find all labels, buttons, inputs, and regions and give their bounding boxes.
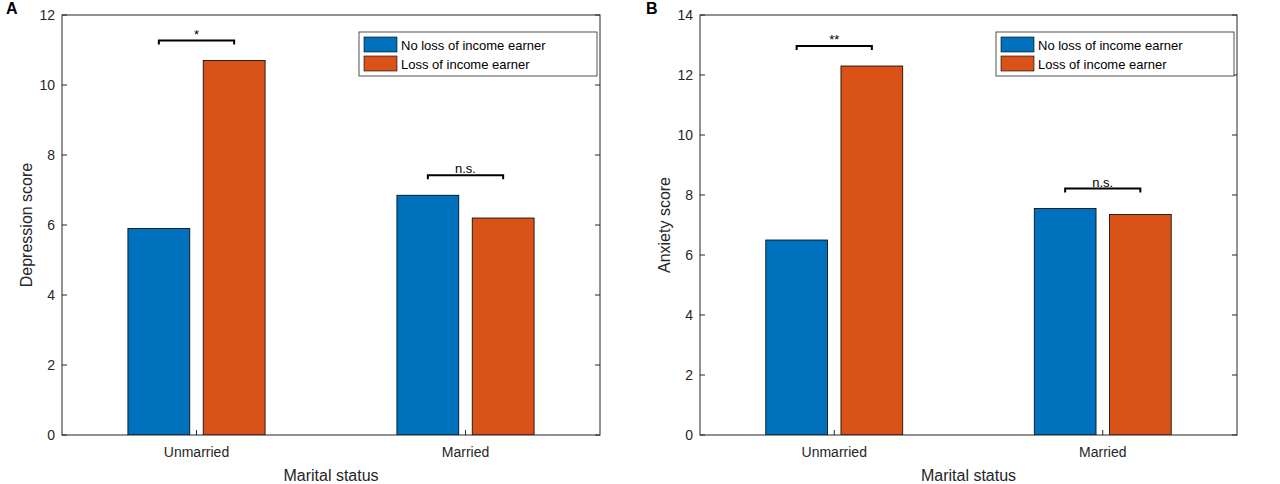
panel: B 0 2 4 6 8 10 12 14 Unmarried Married Marital stat…	[646, 0, 1237, 484]
y-tick-right	[595, 295, 600, 296]
x-tick-label: Married	[442, 444, 489, 460]
bar	[841, 66, 903, 435]
y-tick-right	[1232, 195, 1237, 196]
y-tick	[62, 225, 67, 226]
x-axis-label: Marital status	[921, 467, 1016, 484]
y-tick-right	[1232, 315, 1237, 316]
y-tick-label: 0	[685, 427, 693, 443]
y-tick	[62, 15, 67, 16]
legend-label: No loss of income earner	[401, 38, 546, 53]
x-tick	[465, 430, 466, 435]
legend-box	[996, 32, 1234, 76]
legend-label: No loss of income earner	[1038, 38, 1183, 53]
x-tick-label: Unmarried	[164, 444, 229, 460]
y-tick	[62, 365, 67, 366]
significance-label: **	[829, 32, 839, 47]
y-tick-label: 2	[685, 367, 693, 383]
significance-label: n.s.	[1092, 175, 1113, 190]
panel-label: B	[646, 0, 658, 17]
x-tick-label: Married	[1079, 444, 1126, 460]
bar	[203, 61, 265, 436]
y-tick-right	[595, 435, 600, 436]
y-tick-right	[1232, 255, 1237, 256]
y-tick-label: 6	[685, 247, 693, 263]
y-tick-label: 8	[47, 147, 55, 163]
axes-box	[62, 15, 600, 435]
y-tick	[700, 135, 705, 136]
legend: No loss of income earner Loss of income e…	[996, 32, 1234, 76]
panel: A 0 2 4 6 8 10 12 Unmarried Married Marital status…	[6, 0, 600, 484]
significance-label: *	[194, 27, 199, 42]
panel-label: A	[6, 0, 18, 17]
y-tick-right	[595, 365, 600, 366]
y-tick-label: 8	[685, 187, 693, 203]
y-tick	[700, 255, 705, 256]
y-tick	[700, 315, 705, 316]
y-tick-label: 12	[677, 67, 693, 83]
legend-label: Loss of income earner	[401, 57, 530, 72]
y-tick-label: 2	[47, 357, 55, 373]
bar	[397, 195, 459, 435]
y-tick-right	[595, 15, 600, 16]
y-tick-right	[1232, 375, 1237, 376]
y-axis-label: Depression score	[18, 163, 35, 288]
legend-swatch	[1001, 56, 1034, 71]
bars	[128, 61, 534, 436]
y-tick-right	[1232, 15, 1237, 16]
legend-box	[359, 32, 597, 76]
legend-swatch	[364, 37, 397, 52]
y-tick	[700, 15, 705, 16]
y-tick-label: 10	[39, 77, 55, 93]
x-tick	[1102, 430, 1103, 435]
y-tick-right	[1232, 435, 1237, 436]
y-tick	[700, 435, 705, 436]
y-tick	[62, 295, 67, 296]
bar	[128, 229, 190, 436]
figure: A 0 2 4 6 8 10 12 Unmarried Married Marital status…	[0, 0, 1280, 484]
bar	[1109, 215, 1171, 436]
legend-swatch	[1001, 37, 1034, 52]
x-tick	[196, 430, 197, 435]
y-tick-right	[595, 85, 600, 86]
bar	[766, 240, 828, 435]
x-axis-label: Marital status	[283, 467, 378, 484]
y-tick-label: 4	[685, 307, 693, 323]
x-tick	[834, 430, 835, 435]
y-tick	[62, 155, 67, 156]
y-tick	[62, 85, 67, 86]
x-tick-label: Unmarried	[802, 444, 867, 460]
y-axis-label: Anxiety score	[656, 177, 673, 273]
bar	[472, 218, 534, 435]
significance-label: n.s.	[455, 161, 476, 176]
y-tick-label: 10	[677, 127, 693, 143]
y-tick-right	[595, 225, 600, 226]
legend: No loss of income earner Loss of income e…	[359, 32, 597, 76]
y-tick-right	[595, 155, 600, 156]
axes-box	[700, 15, 1237, 435]
y-tick-label: 4	[47, 287, 55, 303]
y-tick	[62, 435, 67, 436]
y-tick	[700, 375, 705, 376]
legend-label: Loss of income earner	[1038, 57, 1167, 72]
y-tick-label: 0	[47, 427, 55, 443]
y-tick-right	[1232, 135, 1237, 136]
bar	[1034, 209, 1096, 436]
y-tick-label: 14	[677, 7, 693, 23]
legend-swatch	[364, 56, 397, 71]
y-tick	[700, 75, 705, 76]
bars	[766, 66, 1171, 435]
y-tick	[700, 195, 705, 196]
y-tick-label: 6	[47, 217, 55, 233]
y-tick-label: 12	[39, 7, 55, 23]
